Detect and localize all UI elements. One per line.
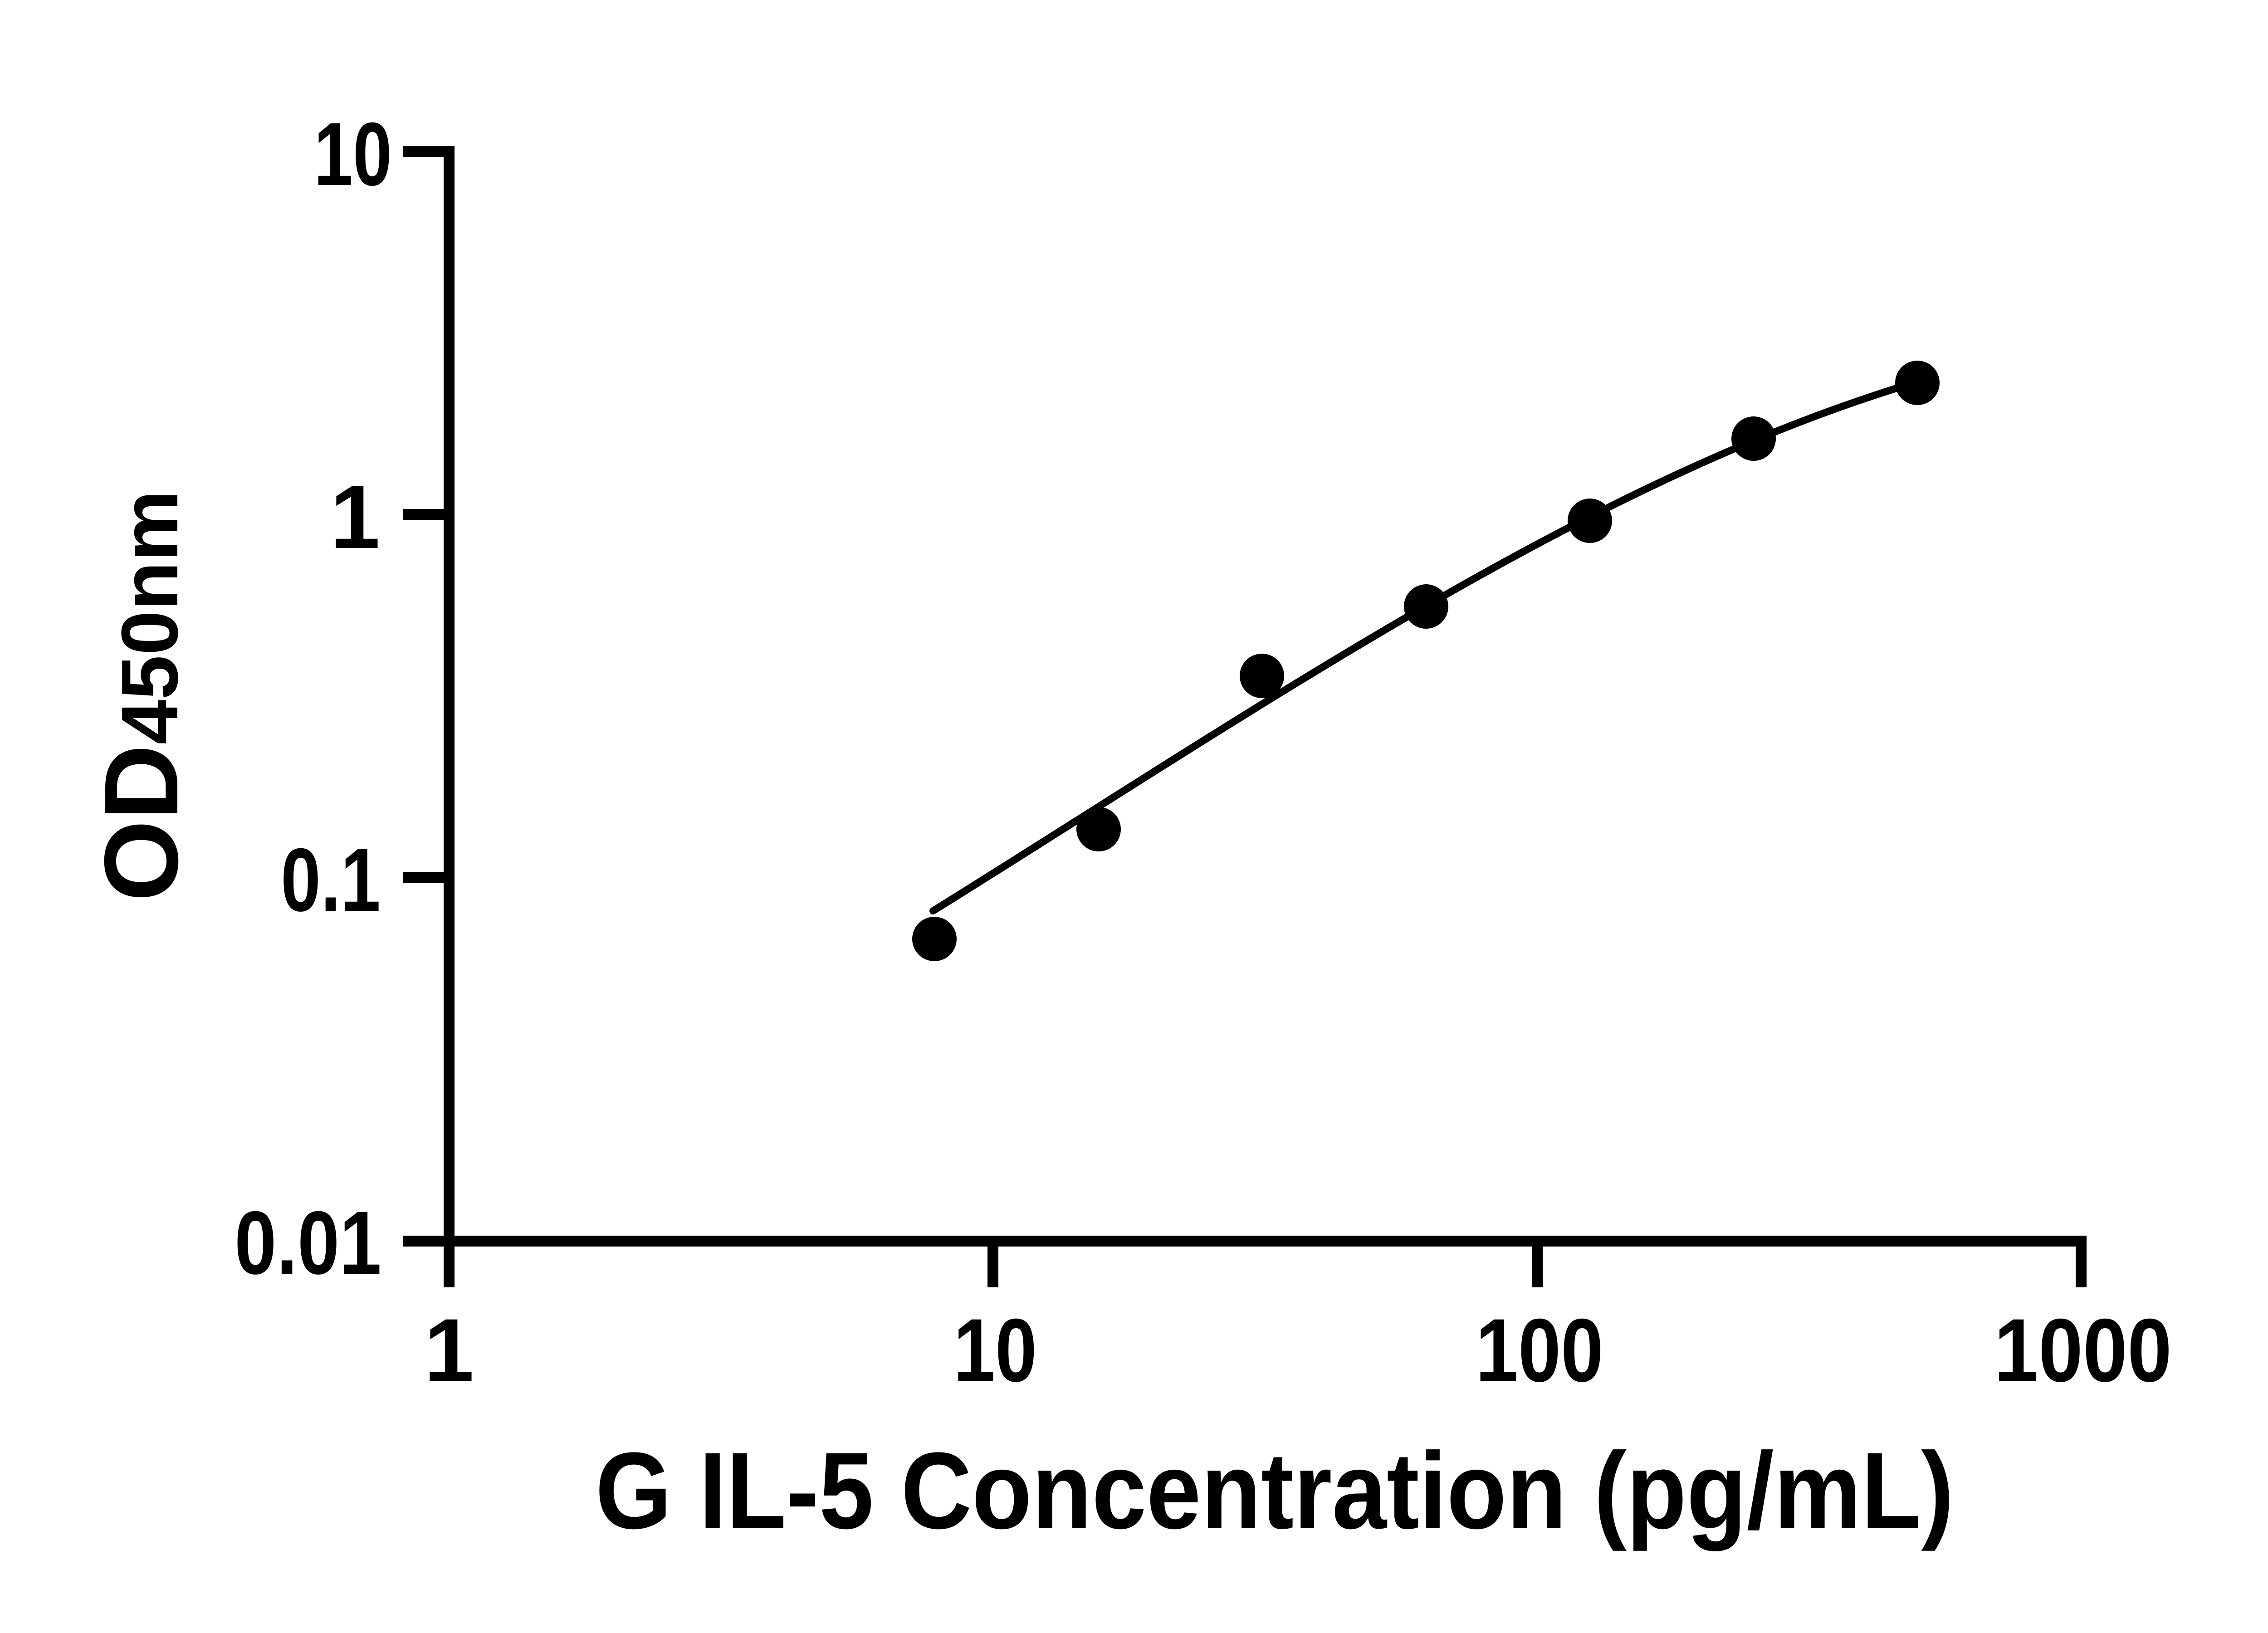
svg-text:OD450nm: OD450nm bbox=[83, 490, 200, 901]
svg-text:1000: 1000 bbox=[1994, 1300, 2172, 1400]
svg-text:0.01: 0.01 bbox=[235, 1193, 381, 1293]
svg-text:100: 100 bbox=[1476, 1300, 1603, 1400]
svg-text:G IL-5 Concentration (pg/mL): G IL-5 Concentration (pg/mL) bbox=[596, 1430, 1954, 1551]
svg-text:1: 1 bbox=[330, 467, 380, 567]
svg-text:1: 1 bbox=[424, 1300, 474, 1400]
svg-text:10: 10 bbox=[953, 1300, 1037, 1400]
svg-text:0.1: 0.1 bbox=[281, 830, 381, 930]
svg-text:10: 10 bbox=[314, 104, 392, 204]
